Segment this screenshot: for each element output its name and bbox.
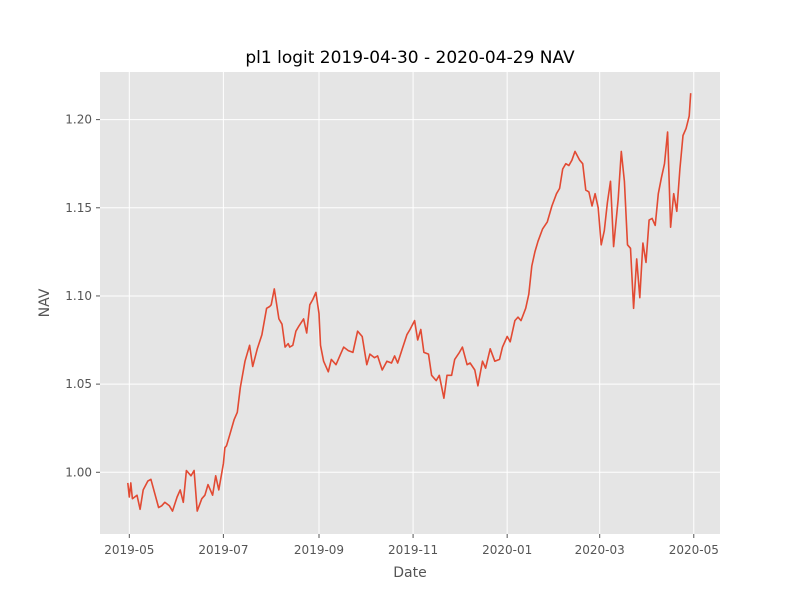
x-tick-label: 2019-11 — [388, 543, 438, 557]
x-tick-label: 2020-01 — [482, 543, 532, 557]
x-axis: 2019-05 2019-07 2019-09 2019-11 2020-01 2020-… — [104, 534, 719, 557]
chart-title: pl1 logit 2019-04-30 - 2020-04-29 NAV — [245, 48, 575, 68]
x-tick-label: 2019-07 — [198, 543, 248, 557]
x-tick-label: 2019-05 — [104, 543, 154, 557]
grid — [100, 72, 720, 534]
x-axis-label: Date — [393, 565, 426, 581]
x-tick-label: 2020-03 — [575, 543, 625, 557]
y-tick-label: 1.15 — [65, 201, 92, 215]
y-tick-label: 1.10 — [65, 289, 92, 303]
x-tick-label: 2019-09 — [294, 543, 344, 557]
y-axis: 1.00 1.05 1.10 1.15 1.20 — [65, 113, 100, 479]
y-tick-label: 1.05 — [65, 377, 92, 391]
nav-series-line — [127, 93, 692, 512]
series-layer — [127, 93, 692, 512]
y-tick-label: 1.20 — [65, 113, 92, 127]
plot-area — [100, 72, 720, 534]
x-tick-label: 2020-05 — [669, 543, 719, 557]
y-axis-label: NAV — [37, 288, 53, 317]
y-tick-label: 1.00 — [65, 465, 92, 479]
